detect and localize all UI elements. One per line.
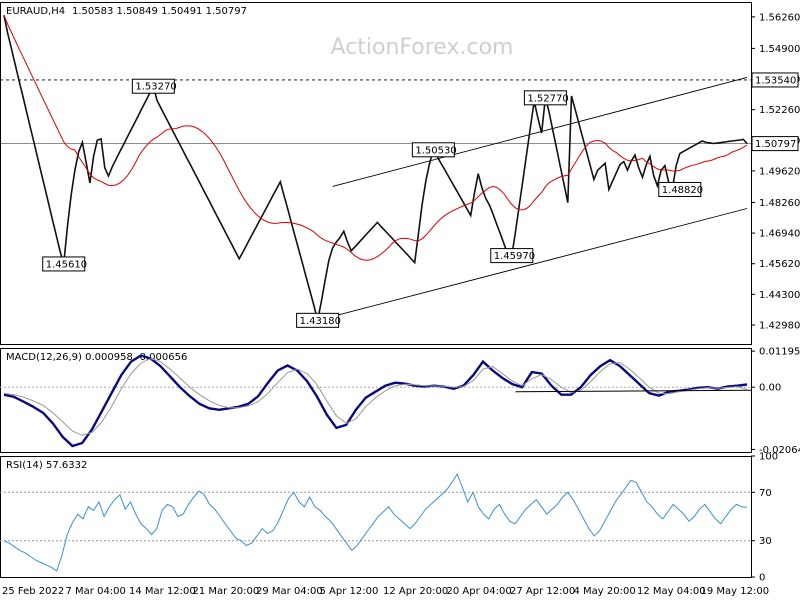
hline-tag-label: 1.53540 bbox=[755, 75, 796, 86]
rsi-title: RSI(14) 57.6332 bbox=[6, 460, 87, 471]
pane-frame-price bbox=[0, 2, 752, 345]
x-tick-label: 14 Mar 12:00 bbox=[129, 586, 196, 597]
x-tick-label: 25 Feb 2022 bbox=[2, 586, 64, 597]
pane-frame-macd bbox=[0, 348, 752, 453]
level-annotation-box bbox=[296, 312, 340, 328]
rsi-tick-label: 70 bbox=[759, 488, 772, 499]
macd-series-signal bbox=[3, 358, 748, 436]
x-tick-label: 20 Apr 04:00 bbox=[447, 586, 512, 597]
level-annotation-label: 1.50530 bbox=[415, 145, 456, 156]
channel-upper bbox=[332, 76, 748, 187]
rsi-series-line bbox=[3, 472, 748, 572]
level-annotation-box bbox=[131, 78, 175, 94]
hline-tag-box bbox=[751, 136, 799, 152]
level-annotation-label: 1.45970 bbox=[494, 251, 535, 262]
level-annotation-box bbox=[490, 248, 534, 264]
x-tick-label: 5 Apr 12:00 bbox=[320, 586, 379, 597]
level-annotation-label: 1.45610 bbox=[46, 259, 87, 270]
level-annotation-label: 1.53270 bbox=[135, 82, 176, 93]
price-tick-label: 1.44300 bbox=[759, 290, 800, 301]
macd-tick-label: 0.00 bbox=[759, 383, 781, 394]
x-tick-label: 29 Mar 04:00 bbox=[256, 586, 323, 597]
price-tick-label: 1.49620 bbox=[759, 166, 800, 177]
moving-average-line bbox=[3, 15, 748, 261]
level-annotation-box bbox=[42, 256, 86, 272]
price-tick-label: 1.54900 bbox=[759, 44, 800, 55]
level-annotation-label: 1.52770 bbox=[527, 93, 568, 104]
level-annotation-label: 1.48820 bbox=[662, 185, 703, 196]
x-tick-label: 12 May 04:00 bbox=[637, 586, 706, 597]
ohlc-label: 1.50583 1.50849 1.50491 1.50797 bbox=[72, 6, 247, 17]
pane-frame-rsi bbox=[0, 456, 752, 578]
level-annotation-label: 1.43180 bbox=[300, 316, 341, 327]
rsi-tick-label: 0 bbox=[759, 573, 765, 584]
x-tick-label: 19 May 12:00 bbox=[701, 586, 770, 597]
watermark: ActionForex.com bbox=[331, 35, 514, 60]
level-annotation-box bbox=[411, 142, 455, 158]
x-tick-label: 4 May 20:00 bbox=[574, 586, 636, 597]
x-tick-label: 27 Apr 12:00 bbox=[510, 586, 575, 597]
price-tick-label: 1.45620 bbox=[759, 259, 800, 270]
macd-tick-label: 0.011958 bbox=[759, 347, 800, 358]
hline-tag-box bbox=[751, 72, 799, 88]
price-tick-label: 1.42980 bbox=[759, 320, 800, 331]
price-tick-label: 1.48260 bbox=[759, 198, 800, 209]
level-annotation-box bbox=[523, 90, 567, 106]
price-tick-label: 1.56260 bbox=[759, 12, 800, 23]
level-annotation-box bbox=[658, 181, 702, 197]
x-tick-label: 12 Apr 20:00 bbox=[383, 586, 448, 597]
price-tick-label: 1.52260 bbox=[759, 105, 800, 116]
macd-title: MACD(12,26,9) 0.000958 -0.000656 bbox=[6, 352, 187, 363]
symbol-label: EURAUD,H4 bbox=[6, 6, 65, 17]
hline-tag-label: 1.50797 bbox=[755, 139, 796, 150]
x-tick-label: 7 Mar 04:00 bbox=[66, 586, 126, 597]
x-tick-label: 21 Mar 20:00 bbox=[193, 586, 260, 597]
rsi-tick-label: 30 bbox=[759, 536, 772, 547]
price-tick-label: 1.46940 bbox=[759, 229, 800, 240]
price-series-line bbox=[3, 15, 748, 321]
macd-series-macd bbox=[3, 354, 748, 448]
channel-lower bbox=[317, 208, 748, 321]
rsi-tick-label: 100 bbox=[759, 452, 778, 463]
macd-tick-label: -0.020649 bbox=[759, 445, 800, 456]
macd-support bbox=[515, 389, 752, 393]
